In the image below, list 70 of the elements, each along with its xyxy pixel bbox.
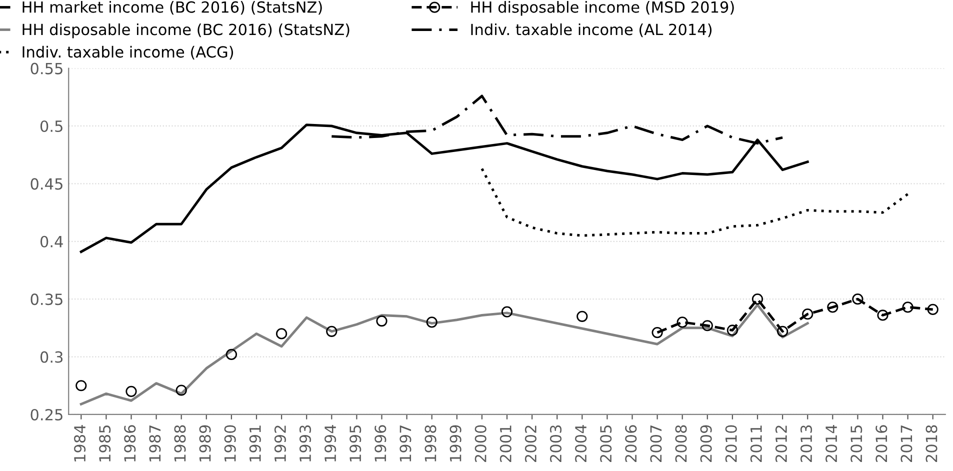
y-tick-label: 0.3: [40, 351, 63, 363]
point: [702, 320, 713, 332]
x-tick-label: 1997: [400, 426, 412, 462]
x-tick-label: 2012: [775, 426, 787, 462]
point: [76, 380, 87, 392]
x-tick-label: 1994: [324, 425, 336, 462]
point: [376, 315, 388, 327]
point: [501, 306, 513, 318]
point: [326, 326, 338, 337]
x-tick-label: 2017: [900, 426, 912, 462]
y-tick-label: 0.55: [30, 62, 62, 74]
point: [176, 384, 187, 396]
point: [726, 324, 738, 336]
x-tick-label: 1991: [249, 426, 261, 462]
x-tick-label: 2005: [600, 426, 612, 462]
legend-label: HH disposable income (MSD 2019): [471, 1, 734, 16]
x-tick-label: 2004: [575, 425, 587, 462]
x-tick-label: 2006: [625, 425, 637, 462]
x-tick-label: 2008: [675, 425, 687, 462]
y-tick-label: 0.4: [40, 236, 63, 248]
x-tick-label: 2010: [725, 425, 737, 462]
legend-label: Indiv. taxable income (AL 2014): [471, 23, 712, 38]
x-tick-label: 2018: [926, 425, 938, 462]
x-tick-label: 2000: [474, 425, 486, 462]
x-tick-label: 2014: [826, 425, 838, 462]
point: [652, 326, 663, 338]
x-tick-label: 1984: [74, 425, 86, 462]
x-tick-label: 1987: [149, 426, 161, 462]
x-tick-label: 1995: [350, 426, 362, 462]
point: [276, 328, 288, 340]
x-tick-label: 2016: [876, 425, 888, 462]
y-tick-label: 0.25: [30, 408, 62, 420]
point: [776, 326, 788, 337]
point: [752, 294, 764, 305]
legend-label: Indiv. taxable income (ACG): [22, 46, 234, 60]
point: [576, 310, 588, 322]
x-tick-label: 2002: [524, 426, 536, 462]
x-tick-label: 1990: [224, 425, 236, 462]
x-tick-label: 2013: [800, 425, 812, 462]
x-tick-label: 1986: [124, 425, 136, 462]
line-series: [480, 167, 910, 237]
point: [852, 294, 864, 305]
point: [902, 302, 914, 313]
point: [927, 304, 938, 316]
x-tick-label: 1992: [274, 426, 286, 462]
point: [426, 316, 438, 328]
x-tick-label: 1996: [374, 425, 386, 462]
y-tick-label: 0.45: [30, 178, 62, 190]
x-tick-label: 2001: [500, 426, 512, 462]
x-tick-label: 1989: [199, 425, 211, 462]
x-tick-label: 1998: [424, 425, 436, 462]
point: [802, 308, 814, 320]
x-tick-label: 2011: [750, 426, 762, 462]
x-tick-label: 2015: [850, 426, 862, 462]
x-tick-label: 1988: [174, 425, 186, 462]
point: [126, 386, 137, 397]
point: [226, 348, 237, 360]
legend-label: HH disposable income (BC 2016) (StatsNZ): [22, 23, 350, 38]
point: [877, 310, 888, 321]
x-tick-label: 2003: [550, 425, 562, 462]
point: [676, 316, 688, 328]
y-tick-label: 0.35: [30, 294, 62, 306]
x-tick-label: 2009: [700, 425, 712, 462]
x-tick-label: 1999: [450, 425, 462, 462]
legend-label: HH market income (BC 2016) (StatsNZ): [22, 1, 322, 15]
y-tick-label: 0.5: [40, 120, 62, 132]
x-tick-label: 1993: [299, 425, 312, 462]
x-tick-label: 1985: [99, 426, 111, 462]
x-tick-label: 2007: [650, 426, 662, 462]
point: [827, 302, 838, 313]
